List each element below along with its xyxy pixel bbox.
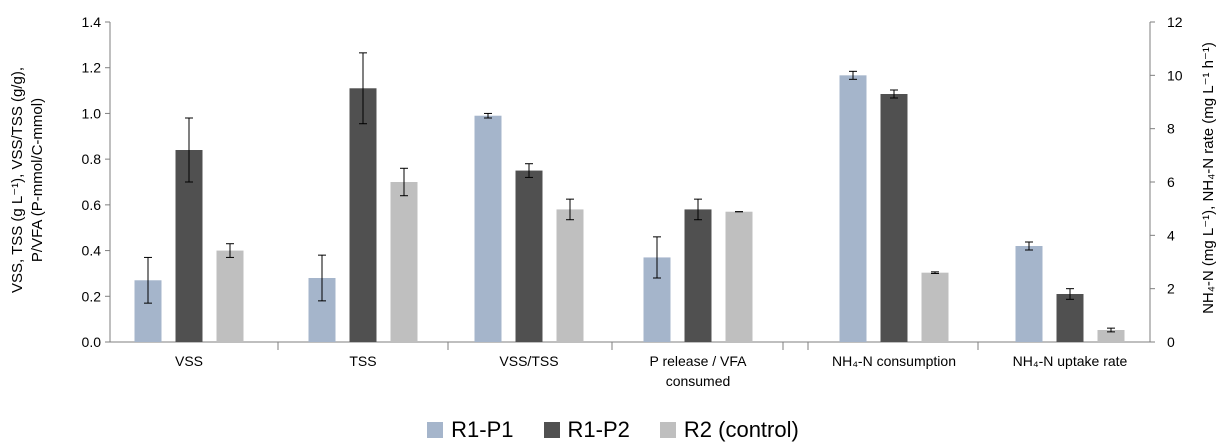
category-label-line: NH₄-N uptake rate	[1013, 353, 1128, 369]
legend-item: R1-P2	[543, 417, 630, 443]
bar-r2	[921, 272, 949, 342]
left-tick-label: 0.4	[82, 243, 102, 259]
category-label-line: consumed	[666, 373, 731, 389]
category-label-line: TSS	[349, 353, 376, 369]
bar-r1-p1	[1015, 246, 1043, 342]
bar-r2	[725, 211, 753, 342]
legend: R1-P1 R1-P2 R2 (control)	[0, 412, 1226, 448]
bar-r2	[390, 182, 418, 342]
legend-item: R2 (control)	[659, 417, 799, 443]
bar-chart: 0.0 0.2 0.4 0.6 0.8 1.0 1.2 1.4 0 2 4 6 8 10 12 VSS TS…	[9, 14, 1217, 389]
left-tick-label: 0.8	[82, 151, 102, 167]
category-label: NH₄-N uptake rate	[1013, 353, 1128, 369]
left-axis-label-line1: VSS, TSS (g L⁻¹), VSS/TSS (g/g),	[9, 67, 26, 293]
category-label-line: VSS/TSS	[499, 353, 558, 369]
bar-r1-p2	[1056, 294, 1084, 342]
category-label: VSS/TSS	[499, 353, 558, 369]
right-tick-label: 6	[1167, 174, 1175, 190]
legend-swatch	[659, 422, 676, 438]
legend-label: R2 (control)	[683, 417, 799, 442]
left-tick-label: 0.0	[82, 334, 102, 350]
bar-r1-p1	[474, 115, 502, 342]
bar-r2	[556, 209, 584, 342]
legend-label: R1-P1	[451, 417, 514, 442]
right-tick-label: 10	[1167, 67, 1183, 83]
category-label: P release / VFA consumed	[649, 353, 747, 389]
right-axis-label: NH₄-N (mg L⁻¹), NH₄-N rate (mg L⁻¹ h⁻¹)	[1200, 42, 1217, 314]
category-label-line: NH₄-N consumption	[832, 353, 956, 369]
legend-swatch	[543, 422, 560, 438]
bar-r1-p2	[349, 88, 377, 343]
left-y-axis: 0.0 0.2 0.4 0.6 0.8 1.0 1.2 1.4	[82, 14, 111, 350]
right-tick-label: 8	[1167, 121, 1175, 137]
category-label: VSS	[175, 353, 203, 369]
right-y-axis: 0 2 4 6 8 10 12	[1149, 14, 1183, 350]
legend-label: R1-P2	[567, 417, 630, 442]
right-tick-label: 12	[1167, 14, 1183, 30]
x-axis	[110, 341, 1150, 350]
legend-swatch	[427, 422, 444, 438]
right-tick-label: 2	[1167, 281, 1175, 297]
category-label: TSS	[349, 353, 376, 369]
left-tick-label: 1.0	[82, 105, 102, 121]
bar-r1-p1	[839, 75, 867, 342]
category-label-line: VSS	[175, 353, 203, 369]
bar-r2	[216, 250, 244, 342]
error-bars	[144, 52, 1115, 333]
left-tick-label: 0.6	[82, 197, 102, 213]
category-labels: VSS TSS VSS/TSS P release / VFA consumed NH₄-…	[175, 353, 1128, 389]
right-tick-label: 4	[1167, 227, 1175, 243]
left-tick-label: 1.2	[82, 60, 102, 76]
right-tick-label: 0	[1167, 334, 1175, 350]
bar-r2	[1097, 330, 1125, 342]
left-tick-label: 1.4	[82, 14, 102, 30]
legend-item: R1-P1	[427, 417, 514, 443]
bar-r1-p2	[880, 94, 908, 342]
bars	[134, 75, 1125, 343]
bar-r1-p2	[684, 209, 712, 342]
left-tick-label: 0.2	[82, 288, 102, 304]
left-axis-label-line2: P/VFA (P-mmol/C-mmol)	[29, 98, 46, 262]
category-label: NH₄-N consumption	[832, 353, 956, 369]
bar-r1-p2	[515, 170, 543, 342]
category-label-line: P release / VFA	[649, 353, 747, 369]
